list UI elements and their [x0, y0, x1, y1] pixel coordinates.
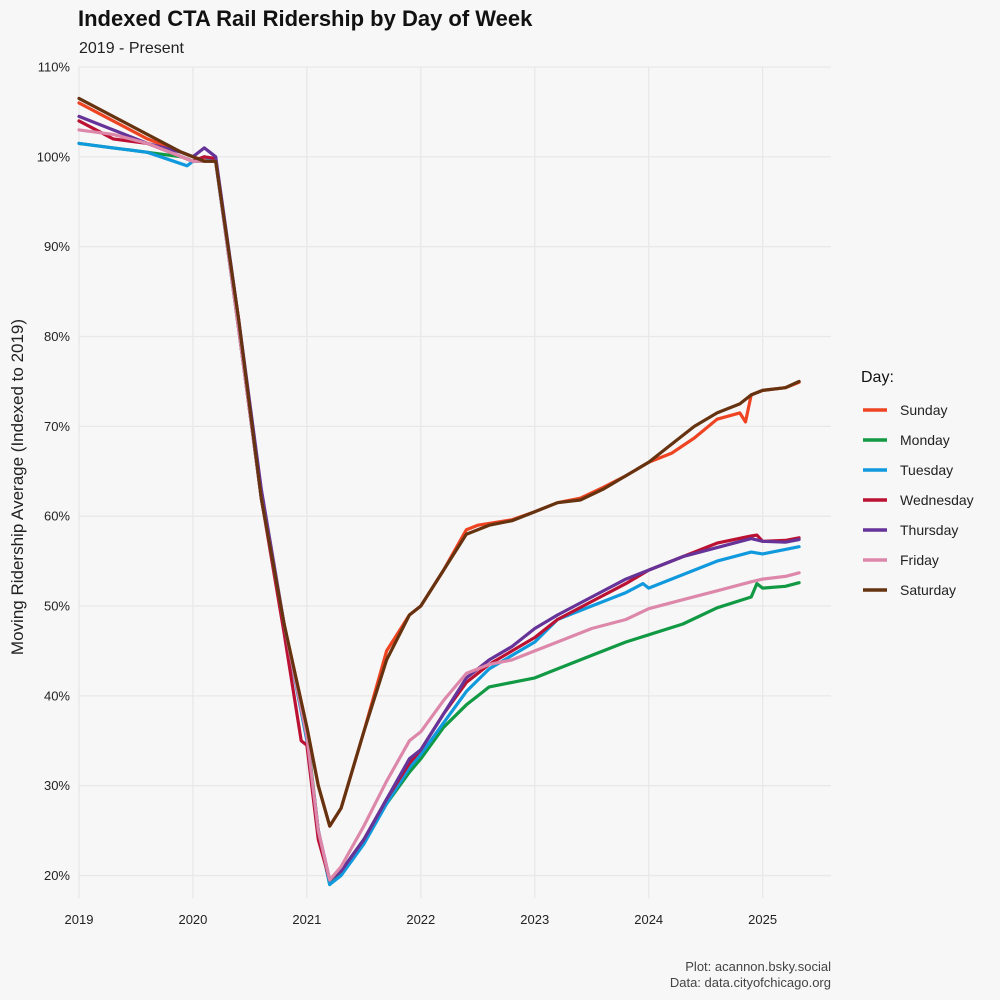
- chart-title: Indexed CTA Rail Ridership by Day of Wee…: [78, 6, 533, 31]
- legend-label-sunday: Sunday: [900, 402, 947, 418]
- x-tick-label: 2025: [748, 912, 777, 927]
- series-line-friday: [77, 128, 801, 882]
- x-tick-label: 2023: [520, 912, 549, 927]
- legend-title: Day:: [861, 369, 894, 386]
- y-tick-label: 80%: [44, 329, 70, 344]
- series-lines: [77, 96, 801, 887]
- x-tick-label: 2019: [65, 912, 94, 927]
- x-tick-label: 2022: [406, 912, 435, 927]
- legend: Day: Sunday Monday Tuesday Wednesday Thursda…: [861, 369, 974, 598]
- legend-label-monday: Monday: [900, 432, 950, 448]
- legend-label-tuesday: Tuesday: [900, 462, 953, 478]
- axis-ticks: 20% 30% 40% 50% 60% 70% 80% 90% 100% 110% 2019 2020…: [37, 60, 777, 928]
- series-line-monday: [77, 141, 801, 887]
- gridlines: [78, 66, 831, 898]
- legend-label-saturday: Saturday: [900, 582, 956, 598]
- caption-plot-credit: Plot: acannon.bsky.social: [685, 959, 831, 974]
- chart-subtitle: 2019 - Present: [79, 40, 185, 57]
- series-line-wednesday: [77, 119, 801, 882]
- legend-items: Sunday Monday Tuesday Wednesday Thursday Frid…: [863, 402, 974, 598]
- legend-label-wednesday: Wednesday: [900, 492, 974, 508]
- y-tick-label: 70%: [44, 419, 70, 434]
- x-tick-label: 2021: [292, 912, 321, 927]
- y-tick-label: 50%: [44, 599, 70, 614]
- y-tick-label: 90%: [44, 239, 70, 254]
- series-line-saturday: [77, 96, 801, 828]
- series-line-sunday: [77, 101, 801, 828]
- series-line-tuesday: [77, 141, 801, 887]
- y-tick-label: 30%: [44, 778, 70, 793]
- x-tick-label: 2024: [634, 912, 663, 927]
- y-tick-label: 60%: [44, 509, 70, 524]
- y-tick-label: 40%: [44, 688, 70, 703]
- series-line-thursday: [77, 114, 801, 882]
- caption-data-source: Data: data.cityofchicago.org: [670, 975, 831, 990]
- y-tick-label: 20%: [44, 868, 70, 883]
- legend-label-friday: Friday: [900, 552, 939, 568]
- x-tick-label: 2020: [178, 912, 207, 927]
- legend-label-thursday: Thursday: [900, 522, 958, 538]
- y-tick-label: 100%: [37, 149, 71, 164]
- y-tick-label: 110%: [38, 60, 71, 75]
- y-axis-label: Moving Ridership Average (Indexed to 201…: [8, 319, 27, 655]
